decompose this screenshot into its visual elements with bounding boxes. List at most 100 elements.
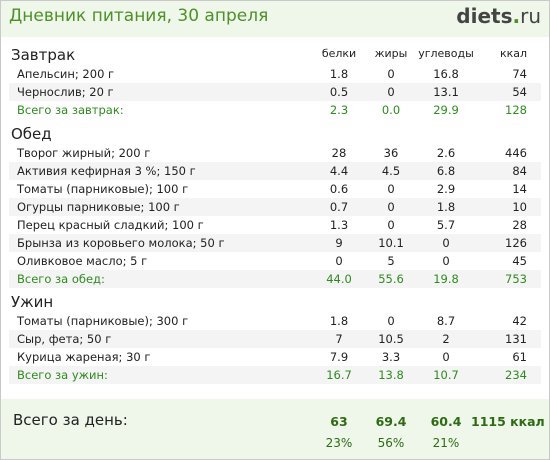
- carbs-total: 19.8: [433, 272, 459, 286]
- food-name: Оливковое масло; 5 г: [17, 254, 148, 268]
- table-row: Курица жареная; 30 г 7.9 3.3 0 61: [9, 348, 541, 366]
- protein-value: 4.4: [329, 164, 349, 178]
- carbs-value: 2.9: [436, 182, 456, 196]
- table-row: Огурцы парниковые; 100 г 0.7 0 1.8 10: [9, 198, 541, 216]
- carbs-value: 2.6: [436, 146, 456, 160]
- protein-value: 0.5: [329, 85, 349, 99]
- fat-value: 0: [387, 67, 395, 81]
- section-title-breakfast: Завтрак: [11, 46, 76, 64]
- logo-text-dot: .: [512, 4, 521, 28]
- kcal-value: 28: [512, 218, 527, 232]
- logo-text-diets: diets: [456, 4, 513, 28]
- kcal-total: 753: [505, 272, 527, 286]
- fat-value: 36: [383, 146, 399, 160]
- carbs-value: 6.8: [436, 164, 456, 178]
- table-row: Активия кефирная 3 %; 150 г 4.4 4.5 6.8 …: [9, 162, 541, 180]
- breakfast-total-row: Всего за завтрак: 2.3 0.0 29.9 128: [9, 101, 541, 119]
- carbs-value: 13.1: [433, 85, 459, 99]
- fat-value: 4.5: [381, 164, 401, 178]
- header-bar: Дневник питания, 30 апреля diets.ru: [1, 1, 549, 37]
- protein-total: 44.0: [326, 272, 352, 286]
- protein-value: 9: [335, 236, 343, 250]
- day-fat-percent: 56%: [377, 436, 405, 450]
- day-total-panel: Всего за день: 63 69.4 60.4 1115 ккал 23…: [1, 399, 549, 459]
- day-fat-total: 69.4: [375, 414, 407, 429]
- table-row: Апельсин; 200 г 1.8 0 16.8 74: [9, 65, 541, 83]
- fat-value: 0: [387, 314, 395, 328]
- protein-value: 7: [335, 332, 343, 346]
- kcal-value: 61: [512, 350, 527, 364]
- protein-value: 1.3: [329, 218, 349, 232]
- table-row: Перец красный сладкий; 100 г 1.3 0 5.7 2…: [9, 216, 541, 234]
- total-label: Всего за обед:: [17, 272, 105, 286]
- kcal-value: 74: [512, 67, 527, 81]
- day-carbs-total: 60.4: [430, 414, 462, 429]
- food-name: Перец красный сладкий; 100 г: [17, 218, 204, 232]
- food-name: Брынза из коровьего молока; 50 г: [17, 236, 225, 250]
- kcal-value: 45: [512, 254, 527, 268]
- carbs-total: 10.7: [433, 368, 459, 382]
- table-row: Томаты (парниковые); 100 г 0.6 0 2.9 14: [9, 180, 541, 198]
- total-label: Всего за ужин:: [17, 368, 108, 382]
- food-name: Томаты (парниковые); 300 г: [17, 314, 189, 328]
- fat-value: 10.5: [378, 332, 404, 346]
- protein-value: 7.9: [329, 350, 349, 364]
- total-label: Всего за завтрак:: [17, 103, 124, 117]
- fat-value: 3.3: [381, 350, 401, 364]
- site-logo[interactable]: diets.ru: [456, 4, 541, 28]
- food-name: Апельсин; 200 г: [17, 67, 115, 81]
- food-name: Томаты (парниковые); 100 г: [17, 182, 189, 196]
- protein-value: 1.8: [329, 67, 349, 81]
- protein-total: 16.7: [326, 368, 352, 382]
- fat-value: 0: [387, 85, 395, 99]
- page-title: Дневник питания, 30 апреля: [9, 6, 269, 26]
- section-title-dinner: Ужин: [11, 293, 54, 311]
- table-row: Чернослив; 20 г 0.5 0 13.1 54: [9, 83, 541, 101]
- carbs-value: 2: [442, 332, 450, 346]
- column-headers: белки жиры углеводы ккал: [1, 47, 549, 63]
- fat-value: 0: [387, 200, 395, 214]
- protein-total: 2.3: [329, 103, 349, 117]
- fat-value: 10.1: [378, 236, 404, 250]
- table-row: Оливковое масло; 5 г 0 5 0 45: [9, 252, 541, 270]
- protein-value: 0.6: [329, 182, 349, 196]
- day-carbs-percent: 21%: [432, 436, 460, 450]
- kcal-value: 446: [505, 146, 527, 160]
- day-total-label: Всего за день:: [13, 411, 128, 429]
- carbs-total: 29.9: [433, 103, 459, 117]
- table-row: Творог жирный; 200 г 28 36 2.6 446: [9, 144, 541, 162]
- carbs-value: 16.8: [433, 67, 459, 81]
- section-title-lunch: Обед: [11, 125, 52, 143]
- protein-value: 28: [331, 146, 347, 160]
- kcal-value: 131: [505, 332, 527, 346]
- lunch-total-row: Всего за обед: 44.0 55.6 19.8 753: [9, 270, 541, 288]
- carbs-value: 1.8: [436, 200, 456, 214]
- fat-total: 13.8: [378, 368, 404, 382]
- table-row: Сыр, фета; 50 г 7 10.5 2 131: [9, 330, 541, 348]
- logo-text-ru: ru: [520, 4, 541, 28]
- kcal-value: 42: [512, 314, 527, 328]
- day-protein-total: 63: [330, 414, 348, 429]
- kcal-value: 54: [512, 85, 527, 99]
- food-name: Активия кефирная 3 %; 150 г: [17, 164, 196, 178]
- carbs-value: 8.7: [436, 314, 456, 328]
- protein-value: 0: [335, 254, 343, 268]
- table-row: Томаты (парниковые); 300 г 1.8 0 8.7 42: [9, 312, 541, 330]
- fat-value: 0: [387, 182, 395, 196]
- column-header-kcal: ккал: [499, 47, 527, 60]
- fat-value: 5: [387, 254, 395, 268]
- kcal-total: 234: [505, 368, 527, 382]
- column-header-protein: белки: [321, 47, 357, 60]
- food-name: Творог жирный; 200 г: [17, 146, 151, 160]
- kcal-value: 14: [512, 182, 527, 196]
- day-protein-percent: 23%: [325, 436, 353, 450]
- fat-total: 55.6: [378, 272, 404, 286]
- kcal-value: 84: [512, 164, 527, 178]
- column-header-fat: жиры: [374, 47, 408, 60]
- column-header-carbs: углеводы: [418, 47, 474, 60]
- kcal-total: 128: [505, 103, 527, 117]
- day-kcal-total: 1115 ккал: [471, 414, 545, 429]
- fat-total: 0.0: [381, 103, 401, 117]
- kcal-value: 10: [512, 200, 527, 214]
